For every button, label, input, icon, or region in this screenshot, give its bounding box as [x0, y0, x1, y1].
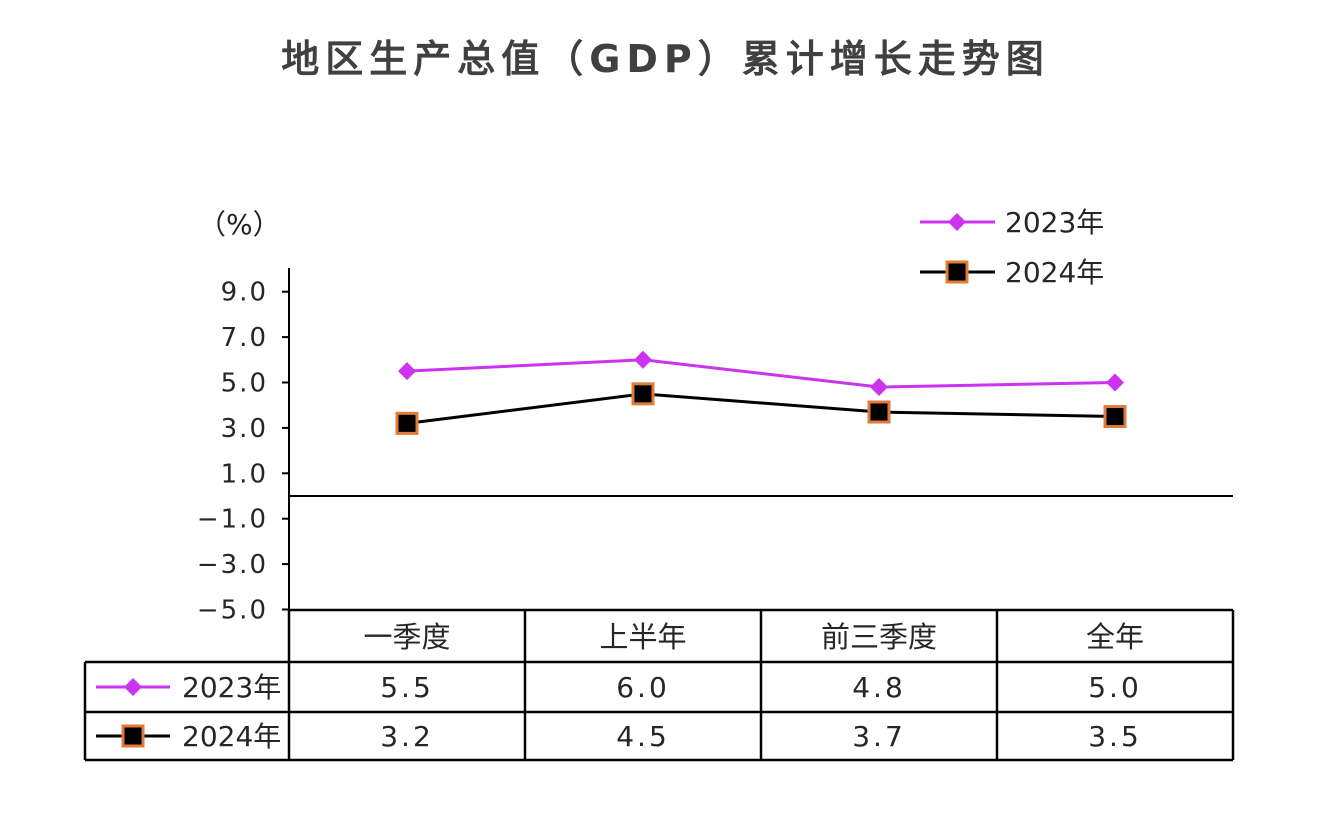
- table-series-label: 2024年: [182, 720, 281, 753]
- data-point-2024: [1103, 405, 1127, 429]
- table-cell-value: 3.2: [380, 720, 434, 753]
- y-tick-label: 9.0: [221, 278, 268, 308]
- series-lines: [395, 350, 1127, 435]
- data-point-2024: [867, 400, 891, 424]
- legend: 2023年 2024年: [920, 206, 1104, 289]
- y-tick-label: 5.0: [221, 369, 268, 399]
- table-legend-marker-2023: [124, 678, 142, 696]
- table-cell-value: 5.5: [380, 671, 434, 704]
- data-point-2023: [1106, 373, 1124, 392]
- data-point-2023: [398, 362, 416, 381]
- data-point-2024: [631, 382, 655, 406]
- table-cell-value: 6.0: [616, 671, 670, 704]
- y-tick-label: −5.0: [197, 596, 268, 626]
- table-cell-value: 4.5: [616, 720, 670, 753]
- data-point-2024: [395, 411, 419, 435]
- data-table: 一季度 上半年 前三季度 全年 2023年 5.5 6.0 4.8 5.0 2024年 3.2 4.5…: [83, 608, 1235, 762]
- legend-label: 2023年: [1005, 206, 1104, 239]
- table-cell-value: 4.8: [852, 671, 906, 704]
- category-label: 前三季度: [821, 620, 937, 654]
- y-axis-unit-label: （%）: [198, 208, 281, 241]
- legend-marker-2024: [945, 260, 969, 284]
- category-label: 全年: [1086, 620, 1144, 654]
- chart-title: 地区生产总值（GDP）累计增长走势图: [281, 37, 1050, 81]
- table-series-label: 2023年: [182, 671, 281, 704]
- table-cell-value: 5.0: [1088, 671, 1142, 704]
- legend-marker-2023: [948, 213, 966, 231]
- table-legend-marker-2024: [121, 724, 145, 748]
- y-tick-label: 1.0: [221, 459, 268, 489]
- y-tick-label: −1.0: [197, 505, 268, 535]
- category-label: 上半年: [599, 620, 686, 654]
- series-line-2024: [406, 392, 1116, 425]
- legend-label: 2024年: [1005, 256, 1104, 289]
- data-point-2023: [870, 378, 888, 397]
- data-point-2023: [634, 350, 652, 369]
- y-tick-label: −3.0: [197, 550, 268, 580]
- series-line-2023: [406, 358, 1116, 389]
- category-label: 一季度: [363, 620, 450, 654]
- table-cell-value: 3.5: [1088, 720, 1142, 753]
- table-cell-value: 3.7: [852, 720, 906, 753]
- chart-axes: 9.0 7.0 5.0 3.0 1.0 −1.0 −3.0 −5.0: [197, 268, 1233, 626]
- y-tick-label: 7.0: [221, 323, 268, 353]
- y-tick-label: 3.0: [221, 414, 268, 444]
